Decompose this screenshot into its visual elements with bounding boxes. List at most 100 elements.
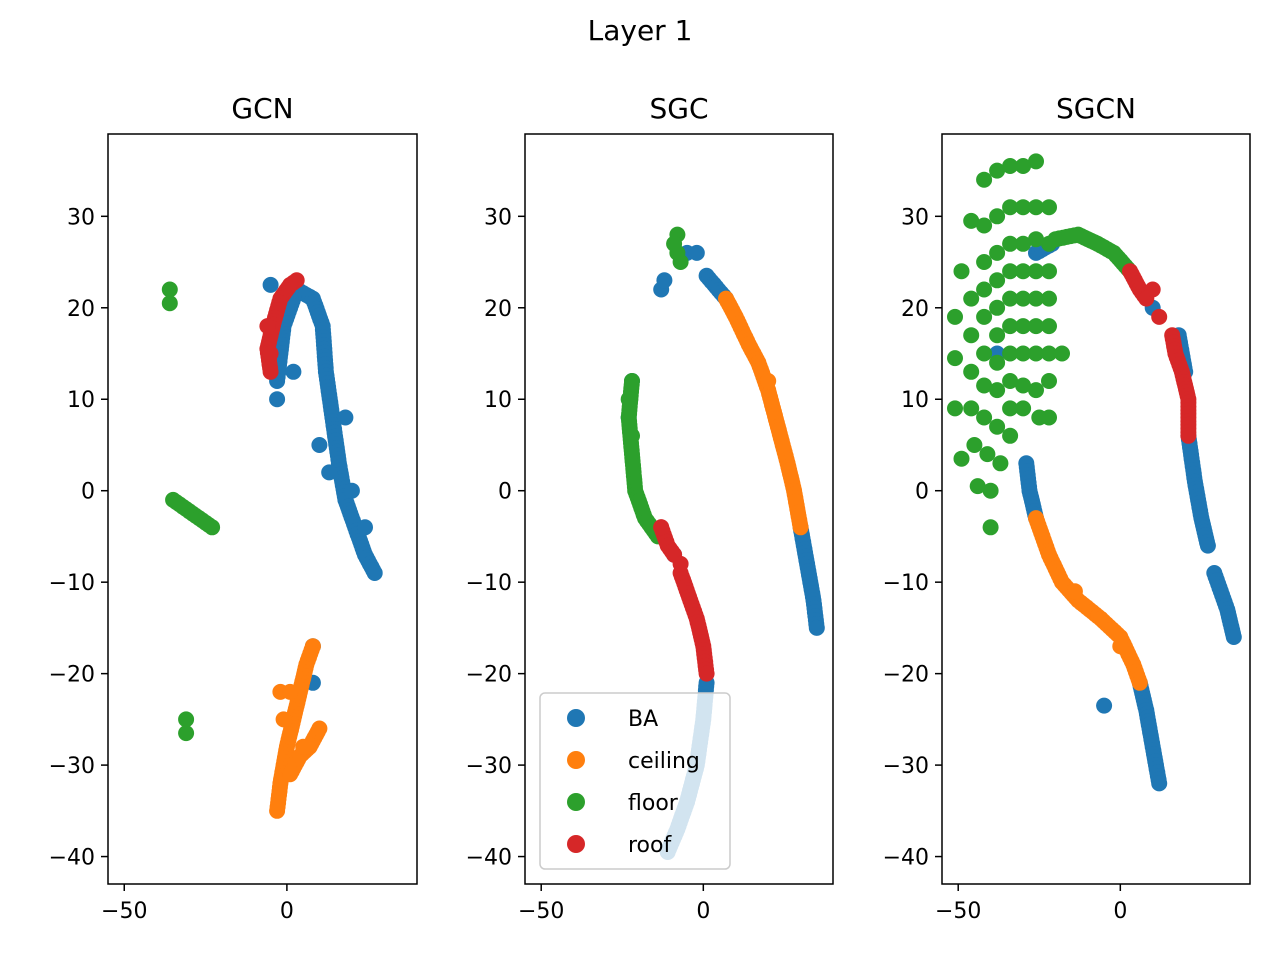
point-roof bbox=[1151, 308, 1168, 325]
point-ba bbox=[1225, 629, 1242, 645]
point-floor bbox=[989, 244, 1006, 261]
point-floor bbox=[1002, 235, 1019, 252]
legend-marker-ba bbox=[567, 709, 585, 727]
point-floor bbox=[1015, 263, 1032, 280]
point-floor bbox=[1041, 409, 1057, 426]
subplot-title: GCN bbox=[231, 92, 293, 125]
point-floor bbox=[989, 382, 1006, 399]
point-floor bbox=[947, 350, 963, 367]
point-floor bbox=[1002, 263, 1019, 280]
legend-marker-roof bbox=[567, 835, 585, 853]
point-floor bbox=[1028, 290, 1044, 307]
y-tick-label: −20 bbox=[466, 663, 512, 688]
point-floor bbox=[1002, 373, 1019, 389]
point-floor bbox=[989, 299, 1006, 316]
point-floor bbox=[1002, 345, 1019, 362]
point-floor bbox=[976, 345, 993, 362]
x-tick-label: −50 bbox=[101, 899, 147, 924]
points-group bbox=[161, 272, 383, 819]
point-floor bbox=[178, 725, 195, 742]
point-floor bbox=[976, 171, 993, 188]
point-floor bbox=[1041, 318, 1057, 335]
y-tick-label: −30 bbox=[883, 754, 929, 779]
point-floor bbox=[1028, 263, 1044, 280]
legend: BA ceiling floor roof bbox=[539, 692, 731, 870]
point-ceiling bbox=[1131, 674, 1148, 691]
y-tick-label: −10 bbox=[49, 571, 95, 596]
y-tick-label: 30 bbox=[901, 205, 929, 230]
point-floor bbox=[953, 263, 970, 280]
point-floor bbox=[624, 427, 640, 444]
point-ba bbox=[321, 464, 338, 481]
point-floor bbox=[947, 400, 963, 417]
point-floor bbox=[1041, 290, 1057, 307]
y-tick-label: 0 bbox=[915, 480, 929, 505]
point-roof bbox=[653, 519, 670, 536]
y-tick-label: 0 bbox=[81, 480, 95, 505]
point-roof bbox=[262, 345, 279, 362]
subplot-title: SGC bbox=[649, 92, 708, 125]
legend-label-ceiling: ceiling bbox=[628, 749, 700, 774]
point-floor bbox=[992, 455, 1009, 472]
point-floor bbox=[976, 377, 993, 394]
y-tick-label: 10 bbox=[901, 388, 929, 413]
point-ba bbox=[357, 519, 373, 536]
y-tick-label: 30 bbox=[67, 205, 95, 230]
point-floor bbox=[1015, 235, 1032, 252]
point-floor bbox=[178, 711, 195, 728]
point-ba bbox=[337, 409, 354, 426]
point-floor bbox=[976, 254, 993, 270]
point-ba bbox=[311, 437, 328, 453]
point-floor bbox=[966, 437, 983, 453]
point-ba bbox=[343, 482, 360, 499]
y-tick-label: −20 bbox=[883, 663, 929, 688]
legend-label-floor: floor bbox=[628, 791, 679, 816]
y-tick-label: −20 bbox=[49, 663, 95, 688]
point-floor bbox=[963, 400, 980, 417]
point-floor bbox=[1015, 345, 1032, 362]
point-floor bbox=[976, 281, 993, 298]
y-tick-label: 20 bbox=[901, 297, 929, 322]
point-floor bbox=[989, 327, 1006, 344]
axes-frame bbox=[941, 133, 1251, 885]
point-floor bbox=[976, 409, 993, 426]
axes-frame bbox=[107, 133, 418, 885]
y-tick-label: 20 bbox=[67, 297, 95, 322]
y-tick-label: −10 bbox=[466, 571, 512, 596]
points-group bbox=[947, 153, 1242, 792]
y-tick-label: 20 bbox=[484, 297, 512, 322]
point-floor bbox=[976, 308, 993, 325]
point-ba bbox=[262, 276, 279, 293]
point-ba bbox=[1151, 775, 1168, 792]
point-floor bbox=[976, 217, 993, 234]
point-floor bbox=[963, 290, 980, 307]
point-floor bbox=[1002, 290, 1019, 307]
y-tick-label: −40 bbox=[466, 846, 512, 871]
y-tick-label: 0 bbox=[498, 480, 512, 505]
point-floor bbox=[1002, 318, 1019, 335]
point-floor bbox=[1028, 345, 1044, 362]
point-ceiling bbox=[295, 738, 312, 755]
point-floor bbox=[989, 208, 1006, 225]
point-roof bbox=[1180, 427, 1197, 444]
x-tick-label: 0 bbox=[696, 899, 710, 924]
point-ceiling bbox=[275, 711, 292, 728]
legend-marker-ceiling bbox=[567, 751, 585, 769]
point-floor bbox=[947, 308, 963, 325]
point-roof bbox=[672, 555, 689, 572]
point-floor bbox=[953, 450, 970, 467]
y-tick-label: −40 bbox=[883, 846, 929, 871]
point-ba bbox=[688, 244, 705, 261]
point-floor bbox=[1041, 235, 1057, 252]
x-tick-label: 0 bbox=[280, 899, 294, 924]
point-floor bbox=[672, 254, 689, 270]
y-tick-label: 30 bbox=[484, 205, 512, 230]
point-floor bbox=[1002, 158, 1019, 174]
x-tick-label: −50 bbox=[518, 899, 564, 924]
point-floor bbox=[1002, 199, 1019, 216]
point-ba bbox=[656, 272, 673, 289]
point-floor bbox=[1015, 290, 1032, 307]
point-ba bbox=[1199, 537, 1216, 554]
